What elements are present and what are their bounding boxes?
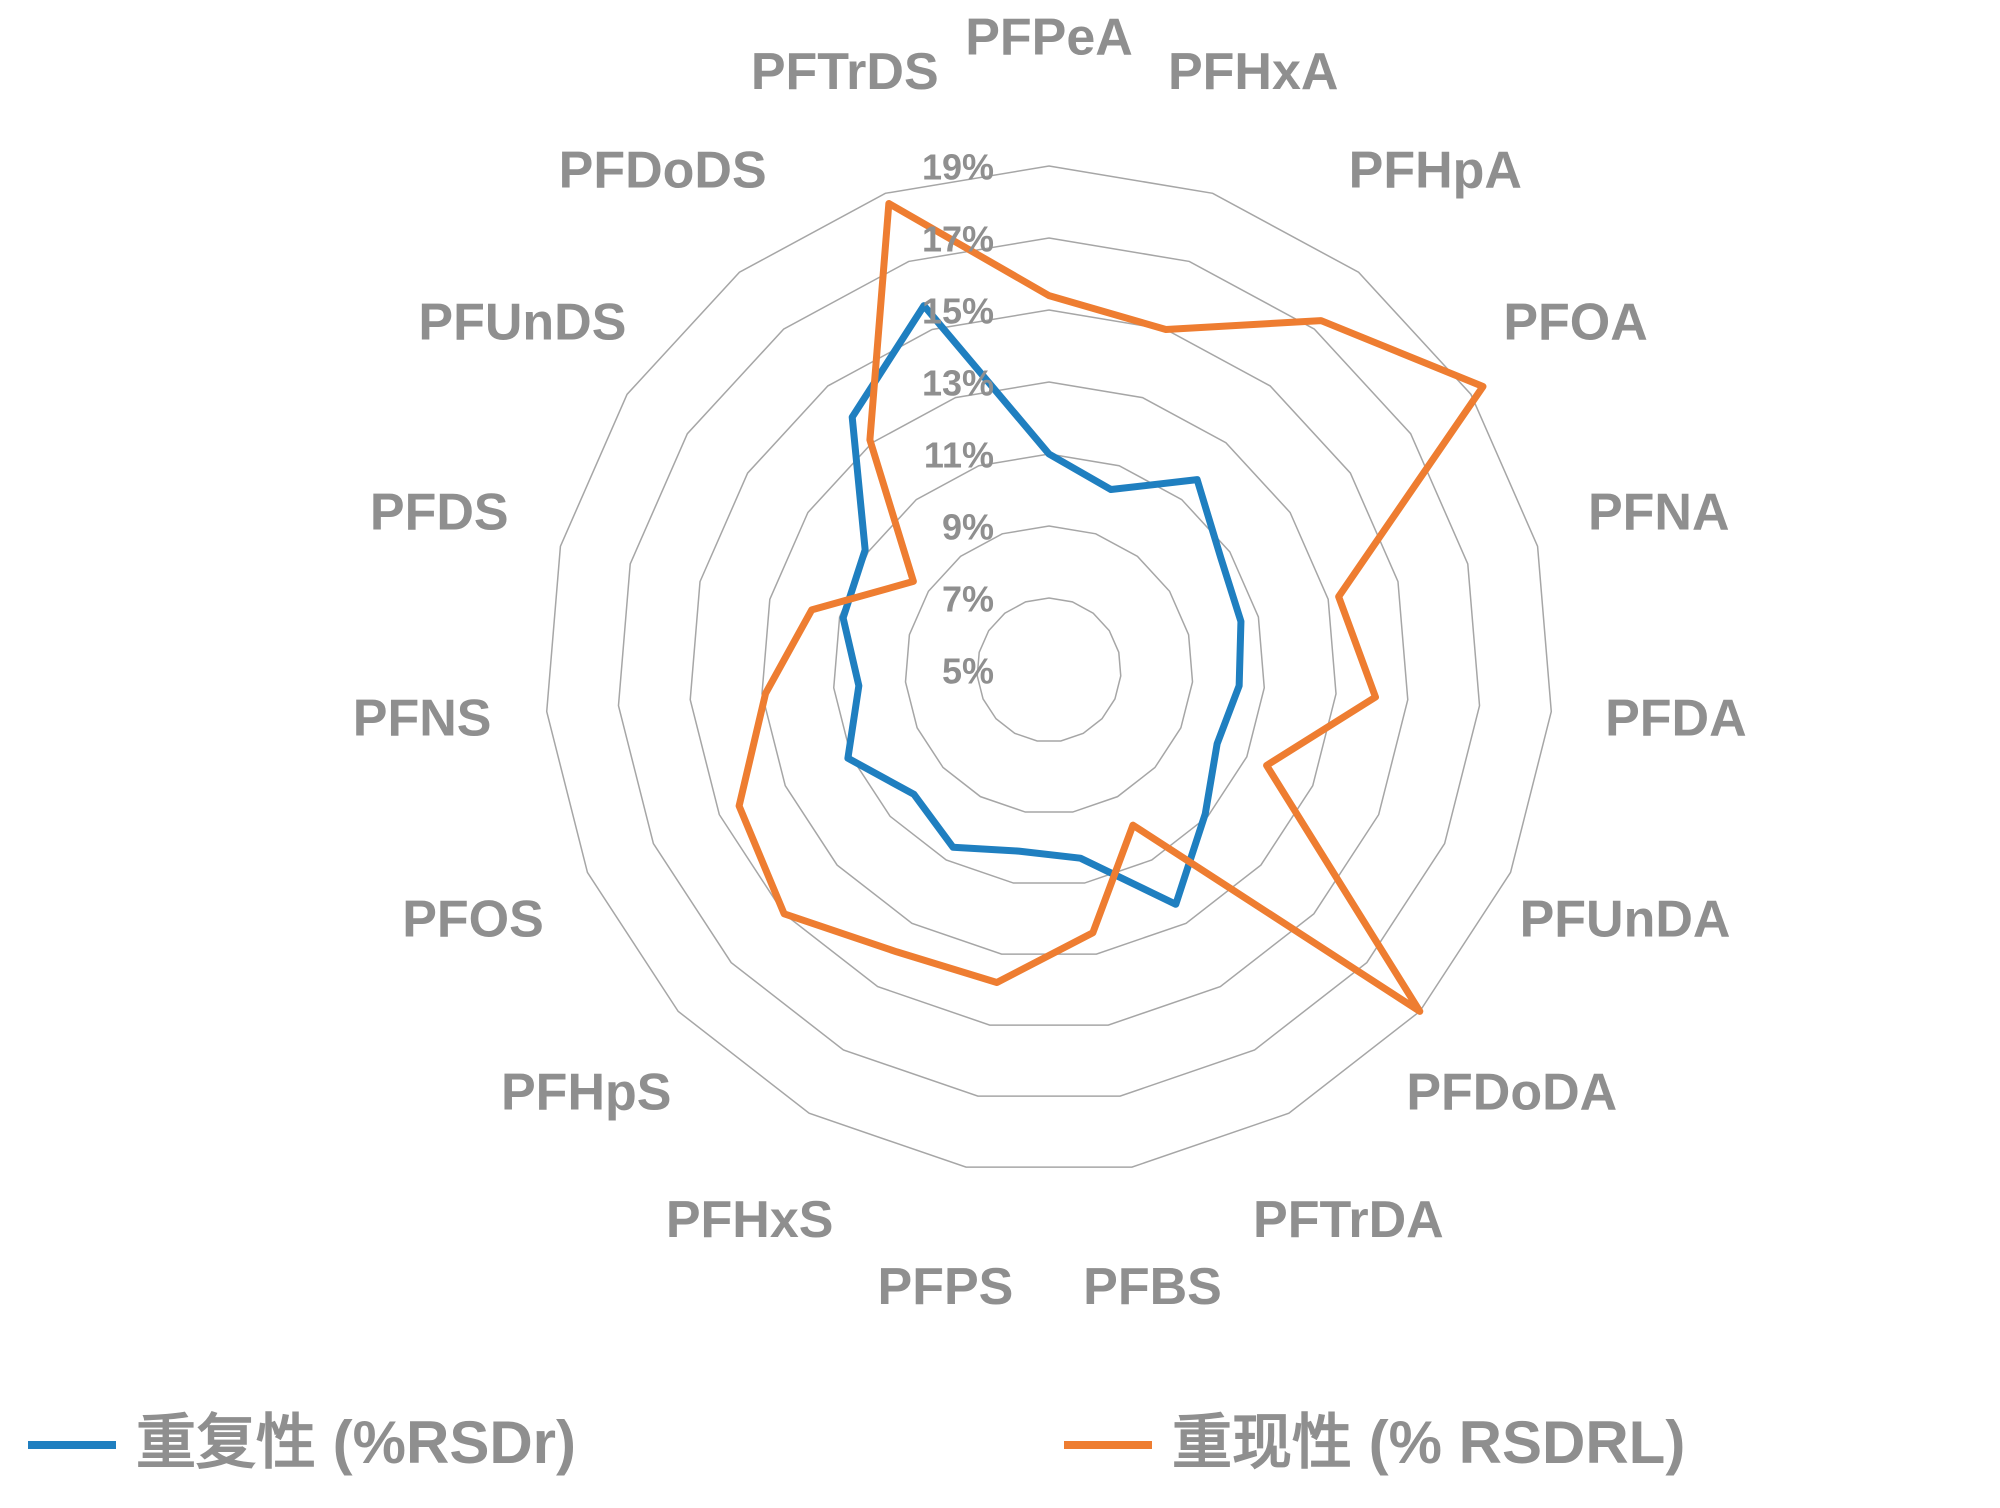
series-line	[839, 302, 1245, 908]
tick-label: 7%	[942, 579, 994, 620]
category-label: PFOA	[1503, 294, 1647, 352]
category-label: PFHpA	[1349, 141, 1522, 199]
category-label: PFDA	[1605, 690, 1747, 748]
category-label: PFDoDA	[1406, 1064, 1617, 1122]
category-label: PFBS	[1083, 1258, 1222, 1316]
category-label: PFTrDS	[751, 43, 939, 101]
tick-label: 9%	[942, 507, 994, 548]
category-label: PFNS	[353, 690, 492, 748]
category-label: PFHpS	[501, 1064, 671, 1122]
legend-label: 重现性 (% RSDRL)	[1172, 1409, 1685, 1476]
category-label: PFOS	[402, 890, 544, 948]
category-label: PFDS	[370, 483, 509, 541]
category-label: PFDoDS	[559, 141, 767, 199]
tick-label: 15%	[922, 291, 994, 332]
grid-ring	[832, 453, 1266, 884]
tick-label: 17%	[922, 219, 994, 260]
series-line	[735, 200, 1487, 1015]
category-label: PFHxS	[666, 1191, 834, 1249]
category-label: PFTrDA	[1253, 1191, 1444, 1249]
grid-ring	[904, 525, 1194, 813]
category-label: PFNA	[1588, 483, 1730, 541]
tick-label: 5%	[942, 651, 994, 692]
category-label: PFPeA	[965, 9, 1133, 67]
grid-ring	[761, 381, 1337, 955]
tick-label: 11%	[924, 435, 994, 476]
tick-label: 19%	[922, 147, 994, 188]
category-label: PFPS	[878, 1258, 1014, 1316]
category-label: PFUnDS	[418, 294, 626, 352]
category-label: PFHxA	[1168, 43, 1338, 101]
grid-ring	[689, 309, 1409, 1026]
category-label: PFUnDA	[1520, 890, 1731, 948]
tick-label: 13%	[922, 363, 994, 404]
grid-ring	[617, 237, 1481, 1097]
legend-label: 重复性 (%RSDr)	[136, 1409, 576, 1476]
grid-ring	[545, 165, 1553, 1168]
grid-ring	[976, 597, 1122, 742]
